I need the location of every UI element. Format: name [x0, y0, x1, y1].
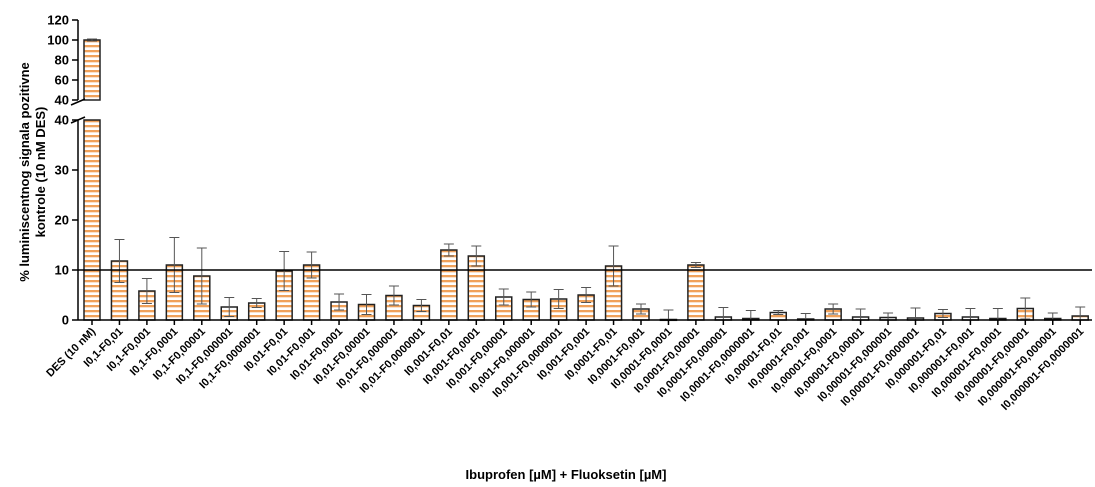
- y-upper-tick-label-1: 60: [55, 73, 69, 88]
- y-upper-tick-label-3: 100: [47, 33, 69, 48]
- bar-0-lower: [83, 119, 101, 321]
- y-upper-tick-label-2: 80: [55, 53, 69, 68]
- y-lower-tick-label-3: 30: [55, 163, 69, 178]
- y-lower-tick-label-4: 40: [55, 113, 69, 128]
- y-upper-tick-label-0: 40: [55, 93, 69, 108]
- bar-22: [687, 264, 705, 321]
- y-lower-tick-label-0: 0: [62, 313, 69, 328]
- y-lower-tick-label-1: 10: [55, 263, 69, 278]
- y-axis-title-line2: kontrole (10 nM DES): [33, 107, 48, 238]
- bar-13: [440, 249, 458, 321]
- bars: [83, 38, 1089, 322]
- x-axis-title: Ibuprofen [µM] + Fluoksetin [µM]: [466, 467, 667, 482]
- y-axis-title: % luminiscentnog signala pozitivne kontr…: [17, 62, 48, 282]
- category-labels: DES (10 nM)I0,1-F0,01I0,1-F0,001I0,1-F0,…: [44, 325, 1086, 412]
- bar-0-upper: [83, 39, 101, 101]
- axes: 0 10 20 30 40 40 60 80 100 120: [47, 13, 1092, 328]
- axis-break-top: [70, 98, 86, 106]
- y-lower-tick-label-2: 20: [55, 213, 69, 228]
- y-axis-title-line1: % luminiscentnog signala pozitivne: [17, 62, 32, 282]
- y-upper-tick-label-4: 120: [47, 13, 69, 28]
